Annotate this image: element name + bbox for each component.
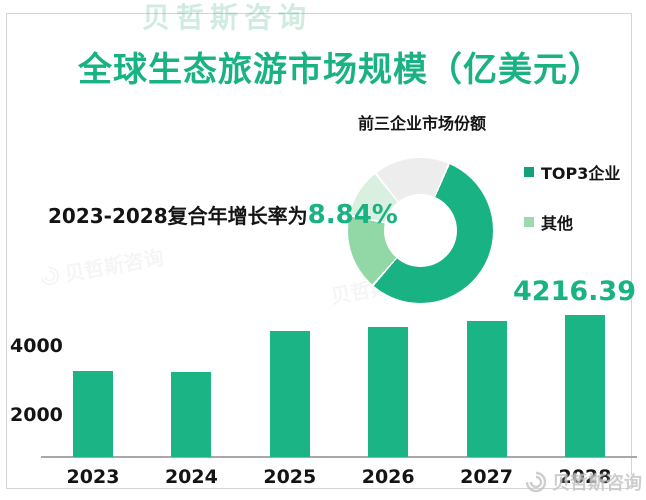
donut-chart [348,158,493,303]
x-tick-label-2025: 2025 [263,466,317,488]
bar-2026 [368,327,409,457]
x-tick-label-2028: 2028 [558,466,612,488]
bar-2028 [565,314,605,457]
legend-label-other: 其他 [541,214,574,233]
x-tick-label-2023: 2023 [66,466,120,488]
bar-2025 [269,330,310,457]
bar-value-label-2028: 4216.39 [513,276,636,307]
legend-swatch-top3 [524,167,534,177]
bar-2023 [73,370,113,457]
bar-2024 [171,371,212,457]
bar-2027 [466,321,507,457]
legend-item-other: 其他 [524,210,620,234]
x-axis-line [41,456,637,458]
x-tick-label-2026: 2026 [361,466,415,488]
bar-chart: 2023 2024 2025 2026 2027 2028 [35,285,637,488]
legend-label-top3: TOP3企业 [541,164,621,183]
x-tick-label-2024: 2024 [164,466,218,488]
cagr-text: 2023-2028复合年增长率为 [48,204,308,228]
donut-chart-title: 前三企业市场份额 [358,114,487,133]
donut-legend: TOP3企业 其他 [524,160,620,260]
x-tick-label-2027: 2027 [460,466,514,488]
cagr-annotation: 2023-2028复合年增长率为 8.84% [48,200,398,230]
legend-item-top3: TOP3企业 [524,160,620,184]
page-title: 全球生态旅游市场规模（亿美元） [78,50,603,90]
y-tick-label-2000: 2000 [10,404,63,426]
cagr-value: 8.84% [307,200,398,230]
legend-swatch-other [524,217,534,227]
y-tick-label-4000: 4000 [10,334,63,357]
